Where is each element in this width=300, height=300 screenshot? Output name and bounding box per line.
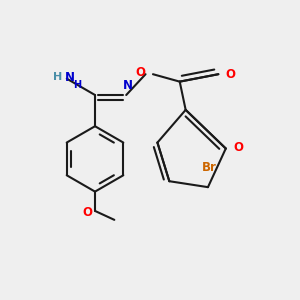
Text: O: O xyxy=(136,66,146,79)
Text: O: O xyxy=(233,140,243,154)
Text: Br: Br xyxy=(202,161,217,174)
Text: N: N xyxy=(65,71,75,84)
Text: H: H xyxy=(73,80,81,90)
Text: H: H xyxy=(53,72,62,82)
Text: N: N xyxy=(123,79,133,92)
Text: O: O xyxy=(226,68,236,81)
Text: O: O xyxy=(82,206,92,219)
